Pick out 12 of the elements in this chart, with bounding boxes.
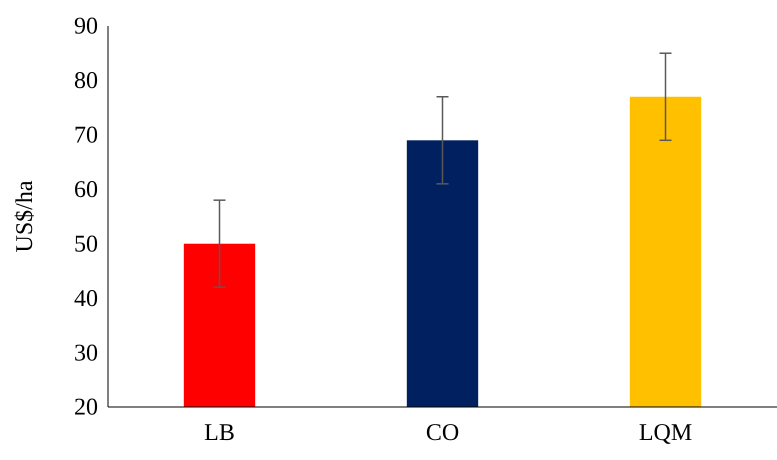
x-tick-label: LQM [638,420,692,446]
y-tick-label: 50 [74,231,98,258]
y-tick-label: 70 [74,122,98,149]
y-tick-label: 90 [74,14,98,40]
y-tick-label: 30 [74,340,98,366]
y-axis-title: US$/ha [12,180,38,252]
y-tick-label: 40 [74,286,98,312]
y-tick-label: 20 [74,394,98,421]
x-tick-label: CO [426,420,460,446]
y-tick-label: 60 [74,176,98,203]
y-tick-label: 80 [74,68,98,94]
x-tick-label: LB [204,420,235,446]
